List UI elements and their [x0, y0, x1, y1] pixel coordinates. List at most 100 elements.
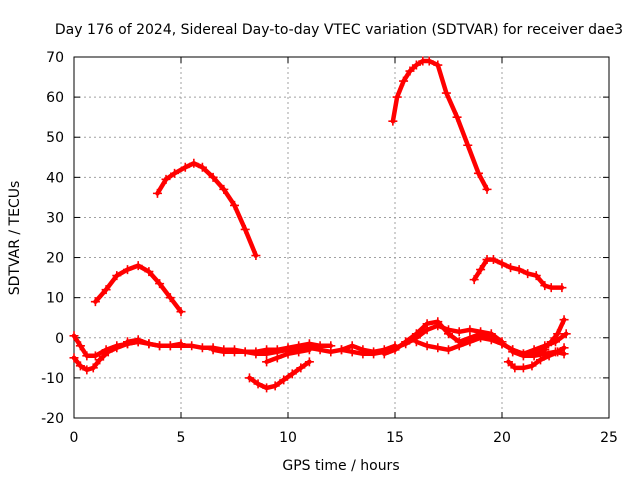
- data-point: [559, 315, 569, 325]
- y-tick-label: 20: [46, 251, 64, 267]
- data-point: [529, 351, 539, 361]
- data-point: [123, 337, 132, 347]
- data-point: [514, 265, 524, 275]
- data-point: [262, 349, 272, 359]
- data-point: [230, 200, 239, 210]
- data-point: [497, 259, 507, 269]
- data-point: [262, 383, 272, 393]
- data-point: [540, 281, 550, 291]
- data-point: [486, 335, 496, 345]
- data-point: [165, 293, 175, 303]
- data-point: [488, 255, 498, 265]
- data-point: [465, 337, 475, 347]
- data-point: [165, 341, 175, 351]
- series-trace: [93, 263, 184, 314]
- data-point: [557, 283, 567, 293]
- data-point: [379, 349, 389, 359]
- data-point: [347, 347, 357, 357]
- chart-title: Day 176 of 2024, Sidereal Day-to-day VTE…: [55, 22, 623, 38]
- series-arc-1: [90, 261, 186, 317]
- data-point: [103, 347, 113, 357]
- x-tick-label: 25: [600, 430, 618, 446]
- series-trace: [390, 58, 490, 192]
- data-point: [75, 341, 85, 351]
- data-point: [88, 363, 98, 373]
- data-point: [454, 341, 464, 351]
- data-point: [251, 251, 261, 261]
- data-point: [244, 373, 254, 383]
- y-tick-label: -20: [41, 411, 64, 427]
- data-point: [518, 351, 528, 361]
- data-point: [444, 329, 453, 339]
- data-point: [388, 116, 398, 126]
- y-tick-label: 30: [46, 210, 64, 226]
- series-arc-16: [540, 315, 569, 353]
- data-point: [422, 319, 432, 329]
- data-point: [531, 271, 541, 281]
- data-point: [170, 168, 180, 178]
- data-point: [411, 329, 421, 339]
- data-point: [411, 60, 421, 70]
- data-point: [553, 329, 563, 339]
- x-tick-label: 10: [279, 430, 297, 446]
- data-point: [187, 341, 197, 351]
- data-point: [559, 349, 569, 359]
- data-point: [401, 337, 411, 347]
- data-point: [197, 162, 207, 172]
- data-point: [133, 261, 143, 271]
- data-point: [101, 285, 111, 295]
- grid-lines: [74, 57, 609, 418]
- data-point: [506, 263, 516, 273]
- data-point: [197, 343, 207, 353]
- data-point: [270, 381, 280, 391]
- data-point: [444, 345, 453, 355]
- data-point: [411, 337, 421, 347]
- series-arc-5: [244, 357, 314, 393]
- data-point: [82, 365, 92, 375]
- series-arc-7: [69, 337, 143, 375]
- x-tick-label: 20: [493, 430, 511, 446]
- data-point: [433, 317, 443, 327]
- data-point: [546, 283, 556, 293]
- data-point: [82, 351, 92, 361]
- data-point: [508, 347, 518, 357]
- data-point: [433, 343, 443, 353]
- data-point: [90, 351, 100, 361]
- data-point: [337, 345, 346, 355]
- x-tick-label: 15: [386, 430, 404, 446]
- data-point: [240, 224, 250, 234]
- data-point: [482, 184, 492, 194]
- data-point: [454, 327, 464, 337]
- y-tick-label: 60: [46, 90, 64, 106]
- data-point: [465, 325, 475, 335]
- data-point: [69, 353, 79, 363]
- data-point: [208, 345, 218, 355]
- y-tick-label: 50: [46, 130, 64, 146]
- data-point: [283, 349, 293, 359]
- data-point: [152, 188, 162, 198]
- data-point: [155, 279, 165, 289]
- data-point: [251, 349, 261, 359]
- data-point: [189, 158, 199, 168]
- data-point: [476, 333, 486, 343]
- y-tick-label: 70: [46, 50, 64, 66]
- data-point: [422, 341, 432, 351]
- data-point: [219, 184, 229, 194]
- data-point: [497, 339, 507, 349]
- data-point: [527, 361, 537, 371]
- data-point: [279, 375, 289, 385]
- series-arc-2: [152, 158, 261, 261]
- series-arc-10: [262, 345, 314, 367]
- data-point: [155, 341, 165, 351]
- data-point: [304, 357, 314, 367]
- data-point: [144, 267, 154, 277]
- x-axis-label: GPS time / hours: [282, 458, 399, 474]
- y-tick-label: 0: [55, 331, 64, 347]
- series-arc-3: [388, 56, 492, 194]
- data-point: [433, 60, 443, 70]
- data-point: [463, 140, 473, 150]
- data-point: [112, 343, 122, 353]
- series-trace: [542, 317, 567, 351]
- data-point: [390, 345, 400, 355]
- data-point: [473, 168, 483, 178]
